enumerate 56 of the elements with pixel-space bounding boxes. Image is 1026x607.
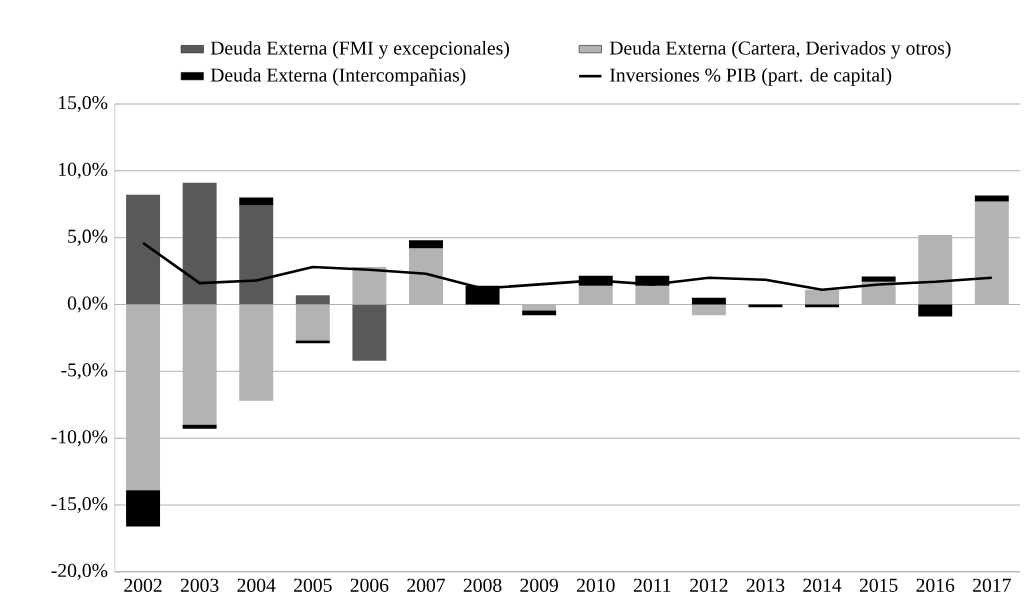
x-tick-label: 2015 (859, 578, 898, 592)
bar (522, 304, 557, 311)
bar (691, 297, 726, 305)
bar (182, 424, 217, 429)
legend-label: Deuda Externa (FMI y excepcionales) (210, 40, 509, 59)
x-tick-label: 2016 (916, 578, 955, 592)
x-tick-label: 2017 (973, 578, 1011, 592)
bar (352, 266, 387, 305)
bar (126, 490, 161, 527)
y-tick-label: 15,0% (59, 95, 108, 112)
x-tick-label: 2007 (407, 578, 446, 592)
x-tick-label: 2013 (746, 578, 785, 592)
x-tick-label: 2005 (294, 578, 332, 592)
bar (409, 248, 443, 305)
x-tick-label: 2002 (124, 578, 162, 592)
x-tick-label: 2003 (180, 578, 219, 592)
bar (861, 276, 896, 282)
bar (126, 194, 161, 305)
x-tick-label: 2004 (237, 578, 276, 592)
bar (239, 205, 274, 305)
bar (918, 234, 953, 305)
y-tick-label: -15,0% (51, 496, 108, 513)
x-tick-label: 2010 (576, 578, 615, 592)
x-tick-label: 2009 (520, 578, 558, 592)
bar (352, 304, 387, 361)
bar (974, 195, 1009, 202)
bar (748, 304, 783, 308)
x-tick-label: 2011 (633, 578, 671, 592)
bar (918, 304, 953, 317)
y-tick-label: 0,0% (67, 296, 108, 313)
x-tick-label: 2014 (803, 578, 842, 592)
bar (974, 201, 1009, 305)
bar (126, 304, 161, 491)
y-tick-label: -20,0% (51, 563, 108, 580)
bar (691, 304, 726, 316)
bar (295, 304, 330, 341)
bar (182, 304, 217, 425)
bar (182, 182, 217, 305)
x-tick-label: 2006 (350, 578, 389, 592)
legend-label: Inversiones % PIB (part. de capital) (610, 67, 892, 86)
legend-label: Deuda Externa (Intercompañias) (210, 67, 466, 86)
bar (805, 289, 840, 305)
bar (409, 240, 443, 249)
y-tick-label: -5,0% (61, 363, 108, 380)
bar (578, 285, 613, 305)
y-tick-label: -10,0% (51, 430, 108, 447)
y-tick-label: 5,0% (68, 229, 108, 246)
x-tick-label: 2008 (463, 578, 502, 592)
bar (635, 285, 670, 305)
y-tick-label: 10,0% (59, 162, 108, 179)
bar (805, 304, 840, 308)
legend-label: Deuda Externa (Cartera, Derivados y otros) (609, 40, 951, 59)
bar (295, 295, 330, 305)
x-tick-label: 2012 (690, 578, 728, 592)
bar (239, 197, 274, 206)
bar (239, 304, 274, 401)
